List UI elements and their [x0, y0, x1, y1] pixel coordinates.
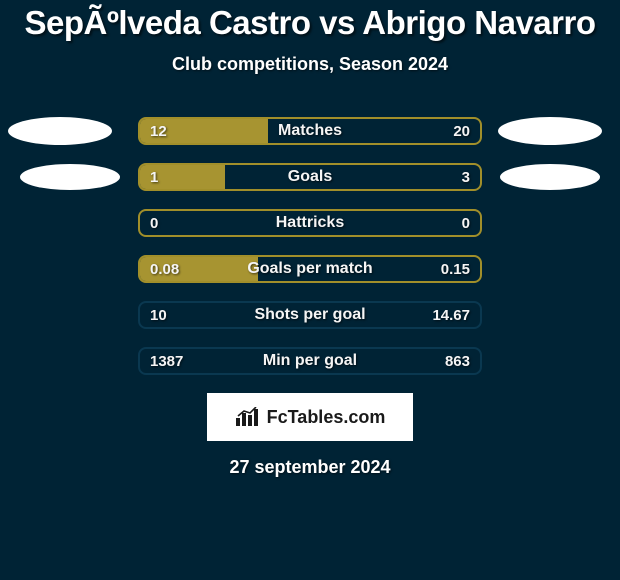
- stat-label: Shots per goal: [140, 303, 480, 327]
- stat-value-left: 0: [150, 211, 158, 235]
- stat-row: 0Hattricks0: [0, 209, 620, 237]
- logo-text: FcTables.com: [267, 407, 386, 428]
- stat-value-right: 3: [462, 165, 470, 189]
- stat-bar: 1387Min per goal863: [138, 347, 482, 375]
- stat-value-right: 0: [462, 211, 470, 235]
- stat-bar: 0.08Goals per match0.15: [138, 255, 482, 283]
- comparison-card: SepÃºlveda Castro vs Abrigo Navarro Club…: [0, 0, 620, 478]
- player-left-marker: [20, 164, 120, 190]
- chart-icon: [235, 407, 261, 427]
- stat-bar-fill: [140, 119, 268, 143]
- stat-value-right: 863: [445, 349, 470, 373]
- stat-value-right: 0.15: [441, 257, 470, 281]
- stat-row: 1387Min per goal863: [0, 347, 620, 375]
- stat-row: 10Shots per goal14.67: [0, 301, 620, 329]
- player-right-marker: [498, 117, 602, 145]
- stat-value-left: 10: [150, 303, 167, 327]
- stat-value-right: 20: [453, 119, 470, 143]
- page-title: SepÃºlveda Castro vs Abrigo Navarro: [0, 4, 620, 42]
- stats-list: 12Matches20 1Goals3 0Hattricks0 0.08Goals p…: [0, 117, 620, 375]
- page-subtitle: Club competitions, Season 2024: [0, 54, 620, 75]
- player-left-marker: [8, 117, 112, 145]
- stat-bar: 10Shots per goal14.67: [138, 301, 482, 329]
- stat-bar-fill: [140, 165, 225, 189]
- stat-row: 1Goals3: [0, 163, 620, 191]
- stat-label: Hattricks: [140, 211, 480, 235]
- stat-bar: 12Matches20: [138, 117, 482, 145]
- fctables-logo: FcTables.com: [207, 393, 413, 441]
- stat-value-left: 1387: [150, 349, 183, 373]
- stat-label: Min per goal: [140, 349, 480, 373]
- stat-value-right: 14.67: [432, 303, 470, 327]
- stat-bar-fill: [140, 257, 258, 281]
- date-label: 27 september 2024: [0, 457, 620, 478]
- stat-bar: 1Goals3: [138, 163, 482, 191]
- player-right-marker: [500, 164, 600, 190]
- stat-bar: 0Hattricks0: [138, 209, 482, 237]
- stat-row: 0.08Goals per match0.15: [0, 255, 620, 283]
- stat-row: 12Matches20: [0, 117, 620, 145]
